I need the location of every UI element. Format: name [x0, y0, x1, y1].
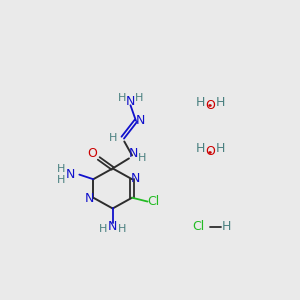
Text: H: H: [216, 142, 225, 155]
Text: H: H: [118, 93, 126, 103]
Text: N: N: [131, 172, 141, 185]
Text: H: H: [57, 164, 66, 174]
Text: N: N: [65, 168, 75, 181]
Text: O: O: [206, 145, 215, 158]
Text: N: N: [85, 192, 94, 205]
Text: H: H: [222, 220, 231, 233]
Text: Cl: Cl: [148, 195, 160, 208]
Text: O: O: [206, 99, 215, 112]
Text: O: O: [88, 147, 98, 160]
Text: H: H: [138, 153, 146, 163]
Text: N: N: [126, 95, 135, 108]
Text: N: N: [129, 147, 138, 160]
Text: H: H: [196, 96, 205, 109]
Text: H: H: [216, 96, 225, 109]
Text: H: H: [99, 224, 108, 233]
Text: Cl: Cl: [193, 220, 205, 233]
Text: H: H: [57, 175, 66, 185]
Text: H: H: [118, 224, 126, 233]
Text: N: N: [108, 220, 117, 233]
Text: N: N: [136, 114, 145, 127]
Text: H: H: [109, 133, 117, 142]
Text: H: H: [196, 142, 205, 155]
Text: H: H: [135, 93, 143, 103]
